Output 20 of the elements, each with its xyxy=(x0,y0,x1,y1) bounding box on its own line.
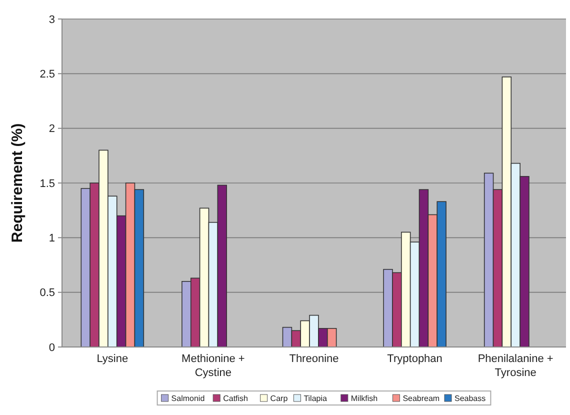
x-tick-label: Threonine xyxy=(289,353,339,365)
legend-label: Catfish xyxy=(223,394,248,403)
legend-label: Milkfish xyxy=(350,394,378,403)
y-tick-label: 0.5 xyxy=(40,287,55,300)
x-tick-label: Lysine xyxy=(96,353,128,365)
x-tick-label: Methionine + Cystine xyxy=(182,353,245,379)
y-tick-label: 2.5 xyxy=(40,68,55,81)
y-tick-label: 0 xyxy=(48,342,55,354)
y-tick-label: 1.5 xyxy=(40,178,55,190)
x-tick-label: Phenilalanine + Tyrosine xyxy=(478,353,554,379)
y-tick-label: 1 xyxy=(48,232,55,245)
y-axis-title: Requirement (%) xyxy=(9,123,26,243)
legend-label: Seabass xyxy=(454,394,486,403)
legend-label: Carp xyxy=(270,394,288,403)
legend-label: Tilapia xyxy=(304,394,328,403)
y-tick-label: 3 xyxy=(48,14,55,26)
legend-label: Seabream xyxy=(402,394,440,403)
x-tick-label: Tryptophan xyxy=(387,353,442,365)
y-tick-label: 2 xyxy=(48,123,55,136)
legend-label: Salmonid xyxy=(171,394,205,403)
